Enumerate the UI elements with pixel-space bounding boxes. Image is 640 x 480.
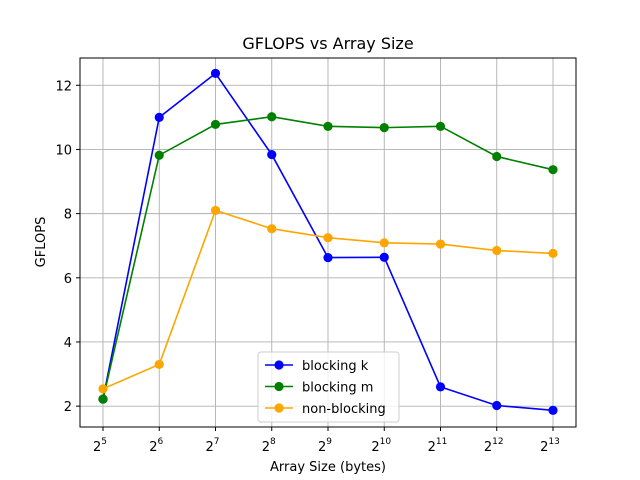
- ticks: 25 26 27 28 29 210 211 212 213 2 4 6 8 10 12: [55, 79, 559, 455]
- chart-title: GFLOPS vs Array Size: [242, 34, 413, 53]
- legend-label-non-blocking: non-blocking: [302, 402, 386, 417]
- series-layer: [98, 68, 558, 415]
- y-tick-label: 8: [64, 208, 72, 223]
- data-point-blocking-m: [267, 112, 277, 122]
- legend-marker-blocking-m: [274, 381, 284, 392]
- data-point-blocking-m: [379, 123, 389, 133]
- legend-label-blocking-m: blocking m: [302, 381, 373, 396]
- x-tick-label: 213: [540, 437, 560, 455]
- legend: blocking k blocking m non-blocking: [257, 351, 400, 423]
- data-point-blocking-k: [323, 252, 333, 263]
- x-tick-label: 28: [262, 437, 276, 455]
- data-point-blocking-m: [154, 150, 164, 160]
- x-tick-label: 210: [371, 437, 391, 455]
- data-point-blocking-m: [492, 151, 502, 162]
- data-point-blocking-k: [548, 405, 558, 415]
- legend-label-blocking-k: blocking k: [302, 359, 369, 374]
- y-tick-label: 6: [64, 272, 72, 287]
- data-point-non-blocking: [323, 233, 333, 243]
- data-point-blocking-k: [210, 68, 221, 79]
- data-point-blocking-m: [98, 394, 108, 404]
- data-point-non-blocking: [435, 239, 446, 249]
- x-tick-label: 25: [93, 437, 107, 455]
- data-point-blocking-m: [435, 121, 446, 131]
- legend-marker-non-blocking: [274, 403, 284, 413]
- data-point-non-blocking: [548, 248, 558, 259]
- data-point-non-blocking: [210, 205, 221, 216]
- data-point-blocking-m: [548, 165, 558, 175]
- x-tick-label: 29: [318, 437, 332, 455]
- y-tick-label: 2: [64, 400, 72, 415]
- data-point-blocking-m: [210, 119, 221, 130]
- data-point-non-blocking: [492, 245, 502, 256]
- legend-box: [257, 351, 400, 423]
- data-point-blocking-k: [154, 112, 164, 122]
- y-tick-label: 4: [64, 336, 72, 351]
- data-point-blocking-m: [323, 121, 333, 131]
- data-point-blocking-k: [267, 149, 277, 160]
- data-point-blocking-k: [379, 252, 389, 262]
- data-point-blocking-k: [492, 400, 502, 411]
- x-tick-label: 212: [484, 437, 504, 455]
- x-tick-label: 26: [149, 437, 163, 455]
- data-point-non-blocking: [379, 238, 389, 248]
- x-tick-label: 27: [205, 437, 219, 455]
- data-point-non-blocking: [98, 384, 108, 394]
- legend-marker-blocking-k: [274, 360, 284, 370]
- y-axis-label: GFLOPS: [34, 217, 49, 268]
- data-point-blocking-k: [435, 382, 446, 392]
- data-point-non-blocking: [154, 359, 164, 370]
- x-axis-label: Array Size (bytes): [270, 460, 386, 475]
- y-tick-label: 10: [55, 143, 72, 158]
- x-tick-label: 211: [428, 437, 448, 455]
- y-tick-label: 12: [55, 79, 72, 94]
- data-point-non-blocking: [267, 224, 277, 234]
